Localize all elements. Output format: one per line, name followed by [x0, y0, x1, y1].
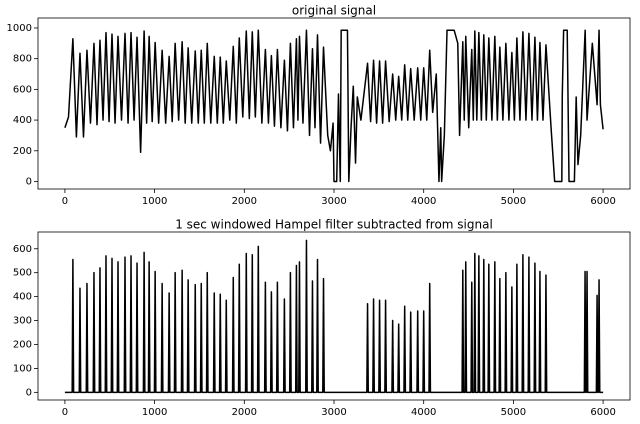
x-tick-label: 5000: [501, 196, 526, 207]
y-tick-label: 0: [26, 176, 32, 187]
y-tick-label: 500: [13, 268, 32, 279]
x-tick-label: 2000: [232, 407, 257, 418]
x-tick-label: 0: [62, 196, 68, 207]
y-tick-label: 400: [13, 292, 32, 303]
y-tick-label: 0: [26, 387, 32, 398]
y-tick-label: 600: [13, 244, 32, 255]
y-tick-label: 800: [13, 54, 32, 65]
x-tick-label: 3000: [321, 407, 346, 418]
x-tick-label: 1000: [142, 407, 167, 418]
x-tick-label: 1000: [142, 196, 167, 207]
x-tick-label: 0: [62, 407, 68, 418]
y-tick-label: 300: [13, 316, 32, 327]
plot-frame: [37, 17, 631, 190]
x-tick-label: 6000: [590, 196, 615, 207]
x-tick-label: 2000: [232, 196, 257, 207]
x-tick-label: 5000: [501, 407, 526, 418]
signal-line: [64, 239, 604, 394]
y-tick-label: 100: [13, 363, 32, 374]
x-tick-label: 6000: [590, 407, 615, 418]
signal-line: [64, 29, 604, 183]
y-tick-label: 600: [13, 84, 32, 95]
y-tick-label: 400: [13, 115, 32, 126]
y-tick-label: 200: [13, 339, 32, 350]
chart-title: 1 sec windowed Hampel filter subtracted …: [175, 218, 493, 232]
y-tick-label: 200: [13, 146, 32, 157]
chart-title: original signal: [292, 4, 376, 18]
x-tick-label: 4000: [411, 196, 436, 207]
plot-frame: [37, 231, 631, 401]
x-tick-label: 4000: [411, 407, 436, 418]
x-tick-label: 3000: [321, 196, 346, 207]
y-tick-label: 1000: [7, 23, 32, 34]
